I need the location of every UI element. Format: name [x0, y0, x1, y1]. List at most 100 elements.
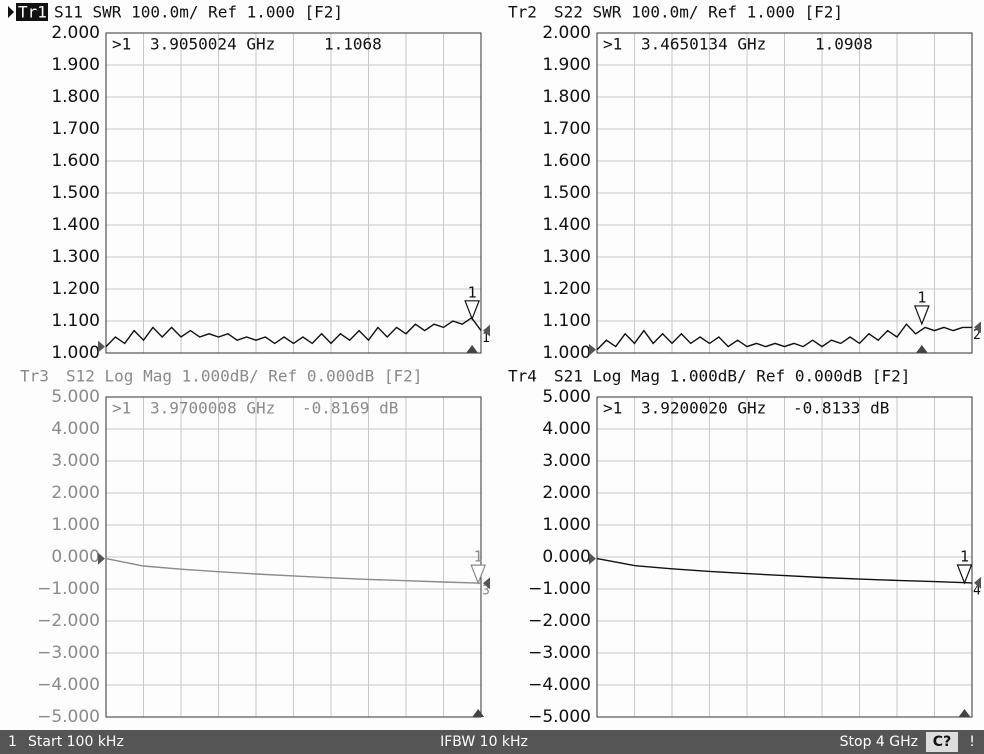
y-tick-label: 1.400 — [542, 215, 591, 235]
y-tick-label: 4.000 — [51, 419, 100, 439]
status-alert: ! — [969, 734, 975, 750]
trace-line — [596, 557, 973, 584]
y-tick-label: −5.000 — [37, 707, 100, 727]
y-tick-label: 2.000 — [542, 23, 591, 43]
plot-frame — [105, 396, 482, 718]
y-tick-label: 0.000 — [542, 547, 591, 567]
marker-x-readout: 3.4650134 GHz — [641, 35, 766, 54]
y-tick-label: 1.100 — [542, 311, 591, 331]
y-tick-label: −2.000 — [37, 611, 100, 631]
y-tick-label: −4.000 — [37, 675, 100, 695]
y-tick-label: −1.000 — [37, 579, 100, 599]
ref-arrow — [974, 576, 981, 589]
y-tick-label: 0.000 — [51, 547, 100, 567]
y-tick-label: 1.000 — [542, 343, 591, 363]
marker-x-readout: 3.9200020 GHz — [641, 399, 766, 418]
y-tick-label: 1.100 — [51, 311, 100, 331]
y-tick-label: 1.800 — [542, 87, 591, 107]
ref-arrow — [974, 321, 981, 334]
y-tick-label: −3.000 — [528, 643, 591, 663]
y-tick-label: 1.700 — [542, 119, 591, 139]
trace-end-label: 4 — [973, 583, 981, 598]
y-tick-label: 1.400 — [51, 215, 100, 235]
y-tick-label: 1.000 — [51, 343, 100, 363]
plot-frame — [105, 32, 482, 354]
y-tick-label: 4.000 — [542, 419, 591, 439]
trace-line — [596, 323, 972, 351]
trace-label: Tr2 — [508, 3, 537, 22]
marker-number: 1 — [917, 288, 926, 306]
marker — [470, 564, 487, 585]
stimulus-marker — [958, 709, 971, 717]
y-tick-label: 1.900 — [51, 55, 100, 75]
y-tick-label: 2.000 — [51, 23, 100, 43]
stimulus-marker — [472, 709, 485, 717]
y-tick-label: 1.000 — [542, 515, 591, 535]
marker-value-readout: -0.8133 dB — [793, 399, 889, 418]
y-tick-label: 1.500 — [542, 183, 591, 203]
trace-label-box — [16, 3, 48, 21]
y-tick-label: −4.000 — [528, 675, 591, 695]
marker — [464, 300, 480, 321]
status-ifbw: IFBW 10 kHz — [440, 734, 528, 750]
marker-name: >1 — [112, 35, 131, 54]
plot-frame — [596, 32, 973, 354]
marker-number: 1 — [474, 548, 483, 566]
marker-number: 1 — [468, 283, 477, 301]
y-tick-label: 3.000 — [51, 451, 100, 471]
marker-number: 1 — [960, 548, 969, 566]
status-start: Start 100 kHz — [28, 734, 124, 750]
y-tick-label: 1.000 — [51, 515, 100, 535]
status-cal: C? — [933, 734, 951, 750]
y-tick-label: 2.000 — [51, 483, 100, 503]
y-tick-label: 5.000 — [51, 387, 100, 407]
status-channel: 1 — [8, 734, 17, 750]
stimulus-marker — [915, 345, 928, 353]
y-tick-label: 1.800 — [51, 87, 100, 107]
trace-label: Tr1 — [18, 3, 47, 22]
marker-name: >1 — [112, 399, 131, 418]
stimulus-marker — [466, 345, 479, 353]
marker-value-readout: 1.1068 — [324, 35, 382, 54]
y-tick-label: 1.200 — [542, 279, 591, 299]
cal-box — [926, 732, 958, 752]
status-stop: Stop 4 GHz — [840, 734, 918, 750]
ref-arrow — [483, 577, 490, 590]
marker-x-readout: 3.9700008 GHz — [150, 399, 275, 418]
y-tick-label: 1.300 — [51, 247, 100, 267]
y-tick-label: 1.200 — [51, 279, 100, 299]
y-tick-label: 3.000 — [542, 451, 591, 471]
marker-x-readout: 3.9050024 GHz — [150, 35, 275, 54]
chart-title: S11 SWR 100.0m/ Ref 1.000 [F2] — [54, 3, 343, 22]
marker-value-readout: 1.0908 — [815, 35, 873, 54]
plot-frame — [596, 396, 973, 718]
y-tick-label: −3.000 — [37, 643, 100, 663]
y-tick-label: 1.500 — [51, 183, 100, 203]
ref-arrow — [589, 343, 596, 356]
y-tick-label: 5.000 — [542, 387, 591, 407]
y-tick-label: 1.900 — [542, 55, 591, 75]
ref-arrow — [98, 552, 105, 565]
y-tick-label: 1.300 — [542, 247, 591, 267]
y-tick-label: 1.600 — [542, 151, 591, 171]
chart-title: S22 SWR 100.0m/ Ref 1.000 [F2] — [554, 3, 843, 22]
marker — [913, 305, 930, 326]
y-tick-label: −1.000 — [528, 579, 591, 599]
trace-line — [105, 316, 482, 348]
y-tick-label: 2.000 — [542, 483, 591, 503]
status-bar — [0, 730, 984, 754]
active-indicator — [8, 6, 14, 18]
trace-line — [105, 557, 482, 584]
ref-arrow — [98, 340, 105, 353]
y-tick-label: −5.000 — [528, 707, 591, 727]
trace-end-label: 2 — [973, 328, 981, 343]
ref-arrow — [483, 324, 490, 337]
chart-title: S21 Log Mag 1.000dB/ Ref 0.000dB [F2] — [554, 367, 910, 386]
trace-end-label: 1 — [482, 331, 490, 346]
marker — [956, 564, 973, 585]
marker-value-readout: -0.8169 dB — [302, 399, 398, 418]
marker-name: >1 — [603, 35, 622, 54]
ref-arrow — [589, 552, 596, 565]
